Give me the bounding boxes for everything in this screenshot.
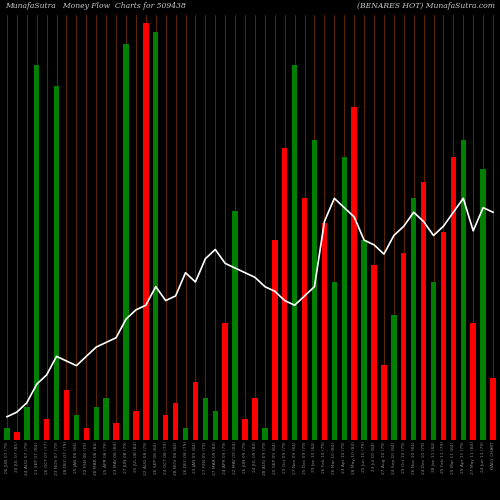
Bar: [362, 240, 367, 440]
Bar: [470, 324, 476, 440]
Bar: [44, 419, 50, 440]
Bar: [163, 415, 168, 440]
Bar: [153, 32, 158, 440]
Bar: [242, 419, 248, 440]
Bar: [222, 324, 228, 440]
Bar: [202, 398, 208, 440]
Bar: [372, 265, 376, 440]
Bar: [401, 252, 406, 440]
Bar: [332, 282, 337, 440]
Bar: [24, 406, 30, 440]
Bar: [232, 211, 238, 440]
Bar: [94, 406, 99, 440]
Bar: [302, 198, 308, 440]
Bar: [381, 365, 386, 440]
Bar: [480, 169, 486, 440]
Bar: [4, 428, 10, 440]
Bar: [173, 402, 178, 440]
Bar: [411, 198, 416, 440]
Bar: [312, 140, 317, 440]
Bar: [352, 106, 357, 440]
Bar: [391, 315, 396, 440]
Bar: [192, 382, 198, 440]
Bar: [252, 398, 258, 440]
Bar: [74, 415, 79, 440]
Bar: [342, 156, 347, 440]
Bar: [421, 182, 426, 440]
Bar: [272, 240, 278, 440]
Bar: [114, 424, 119, 440]
Bar: [450, 156, 456, 440]
Bar: [282, 148, 288, 440]
Bar: [322, 224, 327, 440]
Bar: [133, 411, 138, 440]
Bar: [440, 232, 446, 440]
Bar: [183, 428, 188, 440]
Bar: [212, 411, 218, 440]
Bar: [104, 398, 109, 440]
Bar: [34, 65, 40, 440]
Text: MunafaSutra   Money Flow  Charts for 509438: MunafaSutra Money Flow Charts for 509438: [5, 2, 186, 10]
Bar: [490, 378, 496, 440]
Bar: [143, 24, 148, 440]
Bar: [292, 65, 298, 440]
Bar: [64, 390, 69, 440]
Bar: [262, 428, 268, 440]
Text: (BENARES HOT) MunafaSutra.com: (BENARES HOT) MunafaSutra.com: [357, 2, 495, 10]
Bar: [124, 44, 128, 440]
Bar: [54, 86, 60, 440]
Bar: [431, 282, 436, 440]
Bar: [460, 140, 466, 440]
Bar: [14, 432, 20, 440]
Bar: [84, 428, 89, 440]
